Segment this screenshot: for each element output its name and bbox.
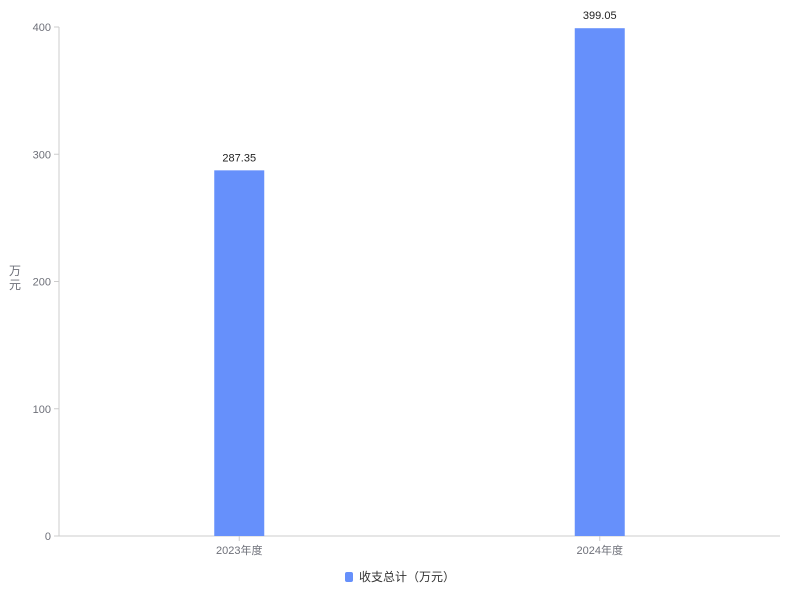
- y-tick-label: 0: [45, 531, 51, 543]
- y-tick-label: 400: [33, 22, 51, 34]
- y-axis: 0 100 200 300 400: [33, 22, 60, 543]
- x-tick-label: 2024年度: [577, 543, 623, 557]
- bars: 287.35 399.05: [214, 10, 625, 537]
- legend-label: 收支总计（万元）: [359, 570, 455, 584]
- data-label: 399.05: [583, 10, 617, 22]
- y-axis-label-char: 元: [9, 278, 21, 292]
- x-tick-label: 2023年度: [216, 543, 262, 557]
- bar[interactable]: [214, 170, 265, 537]
- y-axis-label-char: 万: [9, 264, 21, 278]
- legend-marker: [345, 572, 353, 582]
- y-axis-label: 万元: [9, 264, 21, 292]
- data-label: 287.35: [222, 152, 256, 164]
- x-axis: 2023年度 2024年度: [59, 535, 780, 557]
- y-tick-label: 300: [33, 149, 51, 161]
- bar[interactable]: [574, 28, 625, 537]
- legend[interactable]: 收支总计（万元）: [345, 570, 455, 584]
- y-tick-label: 100: [33, 404, 51, 416]
- y-tick-label: 200: [33, 277, 51, 289]
